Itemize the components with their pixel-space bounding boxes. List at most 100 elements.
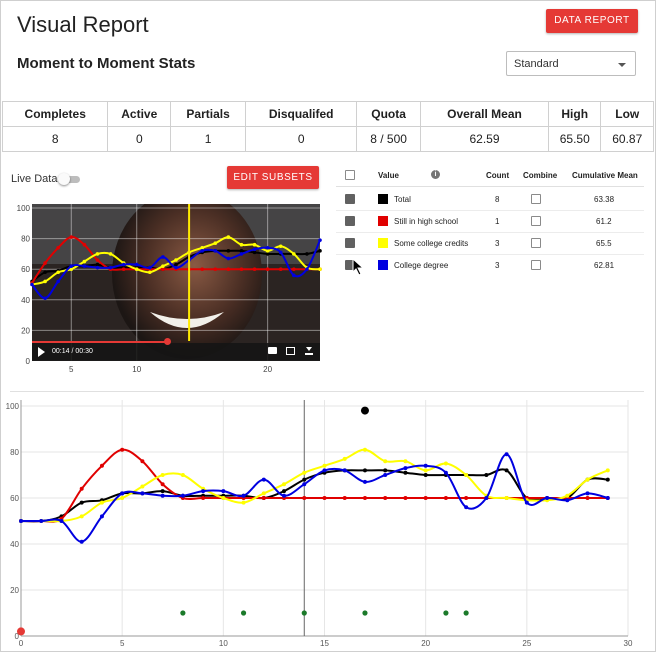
main-series-point — [362, 447, 367, 452]
video-progress-track[interactable] — [32, 338, 320, 345]
mini-series-point — [226, 256, 231, 261]
main-series-point — [504, 468, 509, 473]
mini-series-point — [278, 244, 283, 249]
stats-header: Active — [107, 101, 172, 127]
mini-series-point — [95, 258, 100, 262]
main-series-point — [403, 459, 408, 464]
main-series-point — [383, 468, 388, 473]
main-series-point — [160, 489, 165, 494]
subset-checkbox-high-school[interactable] — [345, 216, 355, 226]
combine-checkbox-high-school[interactable] — [531, 216, 541, 226]
legend-label-high-school: Still in high school — [394, 217, 459, 226]
main-series-point — [221, 496, 226, 500]
main-series-point — [484, 473, 489, 477]
legend-header-count: Count — [486, 171, 510, 180]
video-player[interactable] — [32, 204, 320, 361]
main-series-point — [362, 479, 367, 484]
mode-select[interactable]: Standard — [506, 51, 636, 76]
main-series-point — [79, 486, 84, 491]
comment-icon[interactable] — [268, 347, 277, 354]
mini-series-point — [43, 270, 47, 275]
legend-header-combine: Combine — [523, 171, 558, 180]
mini-y-tick-label: 80 — [21, 235, 30, 244]
play-icon[interactable] — [38, 347, 45, 357]
main-series-point — [423, 468, 428, 473]
combine-checkbox-total[interactable] — [531, 194, 541, 204]
main-series-point — [302, 477, 307, 482]
main-series-point — [342, 496, 347, 500]
mini-y-tick-label: 40 — [21, 296, 30, 305]
mini-series-point — [30, 282, 34, 287]
mini-series-point — [161, 255, 165, 259]
legend-label-total: Total — [394, 195, 411, 204]
stats-table: Completes Active Partials Disqualifed Qu… — [1, 101, 654, 152]
mini-series-point — [292, 252, 296, 256]
main-series-point — [261, 477, 266, 482]
mini-series-point — [121, 262, 126, 267]
mini-series-point — [265, 249, 270, 253]
main-series-point — [342, 456, 347, 461]
main-series-point — [160, 493, 165, 498]
main-series-point — [383, 496, 388, 500]
stats-header: Low — [600, 101, 654, 127]
main-series-point — [443, 496, 448, 500]
combine-checkbox-college-credits[interactable] — [531, 238, 541, 248]
mini-series-point — [305, 267, 309, 271]
info-icon[interactable]: i — [431, 170, 440, 179]
legend-row-college-degree: College degree 3 62.81 — [336, 254, 644, 276]
legend-row-college-credits: Some college credits 3 65.5 — [336, 232, 644, 255]
video-progress-knob[interactable] — [164, 338, 172, 345]
mini-series-point — [265, 245, 270, 250]
mini-y-ticks: 0 20 40 60 80 100 — [17, 204, 31, 366]
select-all-checkbox[interactable] — [345, 170, 355, 180]
mini-series-point — [200, 245, 204, 250]
main-series-point — [99, 463, 104, 468]
mini-series-point — [278, 267, 283, 271]
toggle-track — [60, 176, 80, 183]
legend-header-cumulative-mean: Cumulative Mean — [572, 171, 638, 180]
mini-series-point — [318, 238, 322, 242]
main-series-point — [464, 505, 469, 510]
mini-y-tick-label: 20 — [21, 326, 30, 335]
stats-header: Overall Mean — [419, 101, 550, 127]
main-series-point — [403, 496, 408, 500]
mini-x-tick-label: 10 — [132, 365, 141, 374]
legend-mean-total: 63.38 — [594, 195, 615, 204]
subset-checkbox-college-credits[interactable] — [345, 238, 355, 248]
main-series-point — [504, 496, 509, 500]
main-series-point — [383, 459, 388, 464]
legend-label-college-credits: Some college credits — [394, 239, 469, 248]
mini-series-point — [108, 265, 113, 270]
main-y-tick-label: 100 — [6, 402, 20, 411]
main-series-point — [19, 519, 23, 523]
legend-swatch-total — [378, 194, 388, 204]
mini-series-point — [56, 279, 60, 284]
subset-checkbox-total[interactable] — [345, 194, 355, 204]
section-subtitle: Moment to Moment Stats — [17, 55, 196, 72]
main-markers — [17, 406, 469, 636]
main-series-point — [605, 477, 610, 482]
main-series-point — [403, 466, 408, 471]
mini-series-point — [278, 250, 283, 255]
mini-series-point — [134, 262, 139, 267]
live-data-toggle[interactable] — [58, 173, 82, 185]
download-icon[interactable] — [305, 346, 313, 355]
mini-series-point — [69, 267, 74, 271]
mini-y-tick-label: 100 — [17, 204, 31, 213]
mini-series-point — [134, 267, 139, 271]
main-series-point — [524, 500, 529, 505]
data-report-button[interactable]: DATA REPORT — [546, 9, 638, 33]
legend-row-high-school: Still in high school 1 61.2 — [336, 210, 644, 233]
video-smile — [150, 312, 224, 328]
main-y-ticks: 0 20 40 60 80 100 — [6, 402, 20, 641]
stats-value: 8 / 500 — [356, 126, 421, 152]
combine-checkbox-college-degree[interactable] — [531, 260, 541, 270]
edit-subsets-button[interactable]: EDIT SUBSETS — [227, 166, 319, 189]
legend-label-college-degree: College degree — [394, 261, 449, 270]
main-series-point — [39, 519, 44, 523]
legend-count-total: 8 — [495, 195, 500, 204]
image-icon[interactable] — [286, 347, 295, 355]
main-series-point — [261, 496, 266, 500]
mini-series-point — [239, 267, 244, 271]
mini-series-line — [30, 238, 322, 301]
